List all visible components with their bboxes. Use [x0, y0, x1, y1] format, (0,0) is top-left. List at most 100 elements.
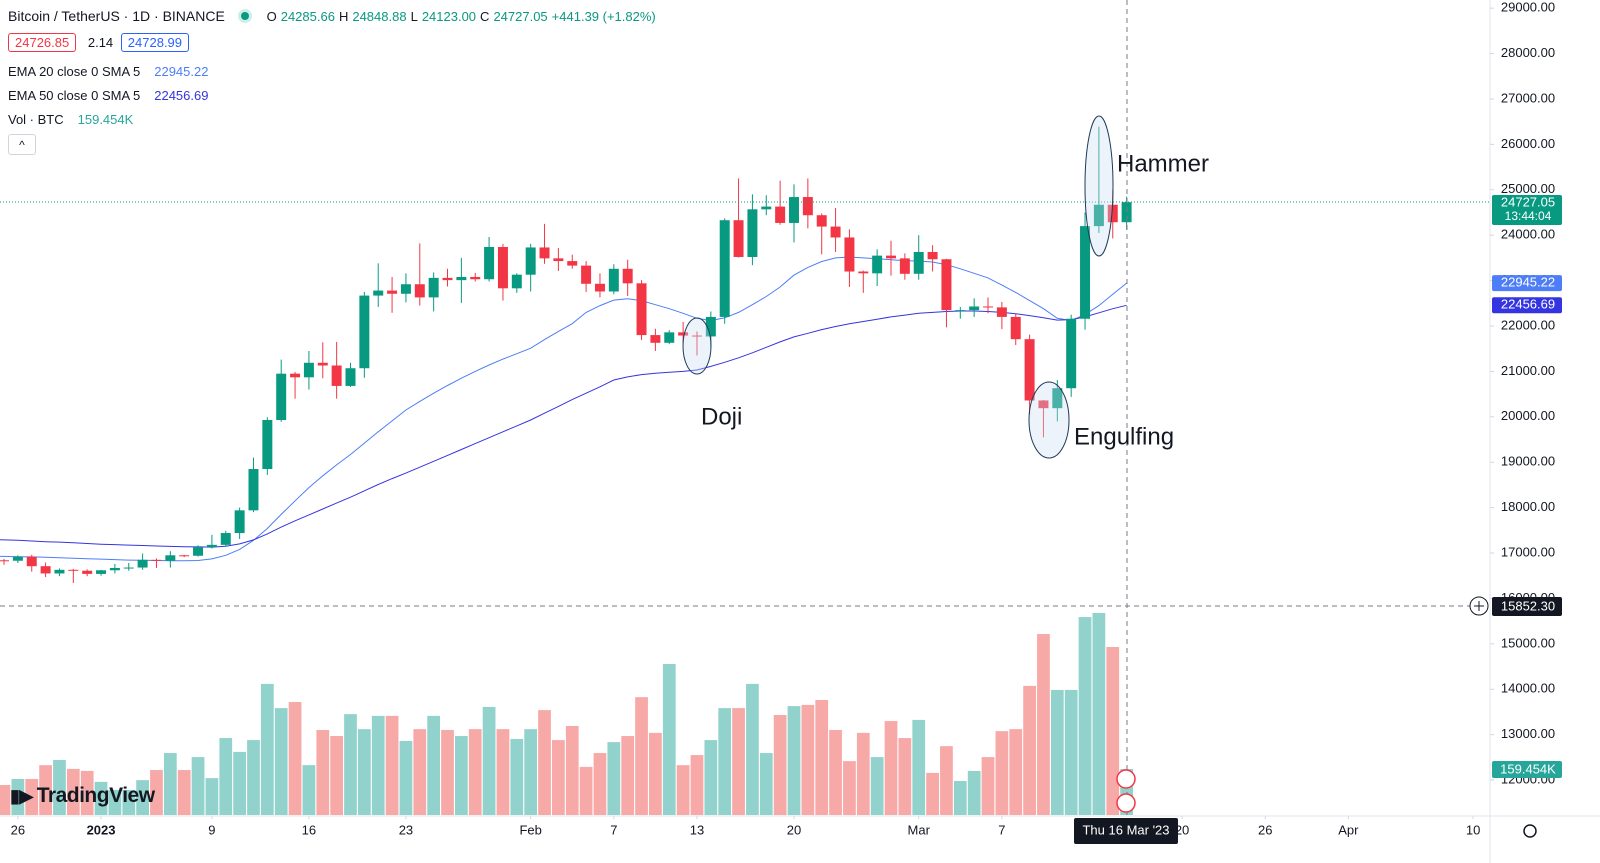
vol-name[interactable]: Vol · BTC	[8, 112, 64, 127]
annotation: Doji	[701, 403, 742, 430]
volume-bar	[80, 770, 94, 815]
add-icon	[1474, 601, 1484, 611]
candle-body	[996, 307, 1007, 317]
candle-body	[151, 559, 162, 561]
volume-bar	[510, 738, 524, 815]
x-tick-label: 26	[11, 822, 25, 837]
settings-icon[interactable]	[1523, 824, 1537, 838]
candle-body	[622, 268, 633, 284]
volume-bar	[773, 715, 787, 815]
volume-bar	[233, 751, 247, 815]
volume-bar	[468, 729, 482, 815]
x-tick-label: 20	[787, 822, 801, 837]
volume-bar	[371, 715, 385, 815]
candle-body	[109, 568, 120, 571]
candle-body	[594, 283, 605, 292]
ema-line	[0, 304, 1127, 548]
volume-layer	[0, 613, 1133, 815]
candle-body	[983, 306, 994, 308]
volume-bar	[357, 729, 371, 815]
candle-body	[525, 247, 536, 275]
volume-bar	[441, 729, 454, 815]
candle-body	[913, 251, 924, 274]
x-tick-label: Apr	[1338, 822, 1359, 837]
y-tick-label: 24000.00	[1501, 227, 1555, 242]
change: +441.39 (+1.82%)	[551, 9, 656, 24]
legend-name[interactable]: EMA 20 close 0 SMA 5	[8, 64, 141, 79]
volume-bar	[191, 757, 205, 815]
candle-body	[290, 373, 301, 378]
hammer-ellipse	[1084, 115, 1114, 257]
candle-body	[858, 271, 869, 274]
y-tick-label: 25000.00	[1501, 181, 1555, 196]
volume-label: 159.454K	[1500, 761, 1556, 776]
candle-body	[719, 220, 730, 317]
candle-body	[331, 365, 342, 386]
volume-bar	[1092, 613, 1106, 815]
y-tick-label: 15000.00	[1501, 635, 1555, 650]
volume-bar	[136, 780, 149, 815]
y-tick-label: 22000.00	[1501, 317, 1555, 332]
volume-bar	[302, 765, 316, 815]
volume-bar	[593, 753, 607, 815]
volume-bar	[25, 778, 39, 815]
candle-body	[456, 276, 467, 281]
volume-bar	[704, 740, 718, 815]
c-label: C	[480, 9, 490, 24]
candle-body	[179, 555, 190, 557]
flag-icon[interactable]	[1116, 793, 1136, 813]
volume-bar	[385, 715, 399, 815]
volume-bar	[676, 765, 690, 815]
volume-bar	[538, 710, 551, 815]
candle-body	[1024, 339, 1035, 401]
volume-bar	[856, 732, 870, 815]
o-label: O	[266, 9, 277, 24]
volume-bar	[524, 729, 538, 815]
x-tick-label: 10	[1466, 822, 1480, 837]
bid[interactable]: 24726.85	[8, 33, 77, 52]
y-axis: 12000.0013000.0014000.0015000.0016000.00…	[1490, 0, 1562, 786]
vol-row: Vol · BTC 159.454K	[8, 112, 137, 127]
ema-label: 22456.69	[1501, 297, 1555, 312]
volume-bar	[870, 757, 884, 815]
candle-body	[830, 226, 841, 238]
volume-bar	[274, 708, 288, 815]
event-icon[interactable]	[1116, 769, 1136, 789]
candle-body	[664, 332, 675, 343]
volume-bar	[746, 683, 759, 815]
collapse-button[interactable]: ^	[8, 134, 36, 155]
volume-bar	[330, 736, 344, 815]
candle-body	[1066, 318, 1077, 389]
x-tick-label: 26	[1258, 822, 1272, 837]
candle-body	[82, 570, 93, 574]
h-value: 24848.88	[352, 9, 407, 24]
y-tick-label: 29000.00	[1501, 0, 1555, 15]
candle-body	[234, 510, 245, 534]
symbol[interactable]: Bitcoin / TetherUS · 1D · BINANCE	[8, 8, 225, 24]
ask[interactable]: 24728.99	[120, 33, 190, 52]
volume-bar	[66, 768, 80, 815]
volume-bar	[122, 789, 136, 815]
volume-bar	[718, 708, 732, 815]
candle-body	[373, 290, 384, 296]
candle-body	[650, 335, 661, 343]
volume-bar	[11, 778, 25, 815]
volume-bar	[953, 780, 967, 815]
candle-body	[1038, 400, 1049, 409]
spread: 2.14	[87, 35, 114, 50]
c-value: 24727.05	[493, 9, 548, 24]
volume-bar	[163, 753, 177, 815]
annotation: Hammer	[1117, 150, 1209, 177]
symbol-row: Bitcoin / TetherUS · 1D · BINANCE O 24285…	[8, 8, 664, 24]
x-tick-label: 7	[610, 822, 617, 837]
volume-bar	[94, 781, 108, 815]
volume-bar	[247, 740, 260, 815]
volume-bar	[1064, 689, 1078, 815]
legend-name[interactable]: EMA 50 close 0 SMA 5	[8, 88, 141, 103]
volume-bar	[1023, 685, 1036, 815]
candle-body	[899, 258, 910, 274]
volume-bar	[1037, 634, 1050, 815]
x-tick-label: 2023	[87, 822, 116, 837]
